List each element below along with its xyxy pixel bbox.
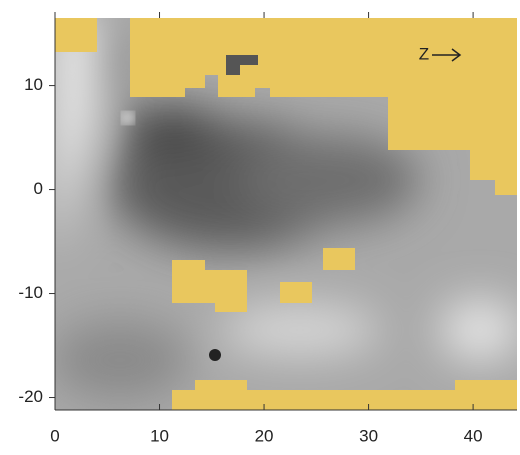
x-tick-label: 0	[50, 426, 59, 445]
dark-patch	[226, 55, 258, 75]
x-tick-label: 10	[150, 426, 169, 445]
north-arrow: Z	[419, 44, 462, 63]
y-tick-label: 0	[34, 179, 43, 198]
x-tick-label: 30	[359, 426, 378, 445]
y-tick-label: 10	[24, 75, 43, 94]
y-tick-label: -20	[18, 387, 43, 406]
x-tick-label: 20	[255, 426, 274, 445]
image	[55, 18, 517, 410]
annotation: Z	[419, 44, 429, 63]
x-tick-label: 40	[464, 426, 483, 445]
y-tick-label: -10	[18, 283, 43, 302]
